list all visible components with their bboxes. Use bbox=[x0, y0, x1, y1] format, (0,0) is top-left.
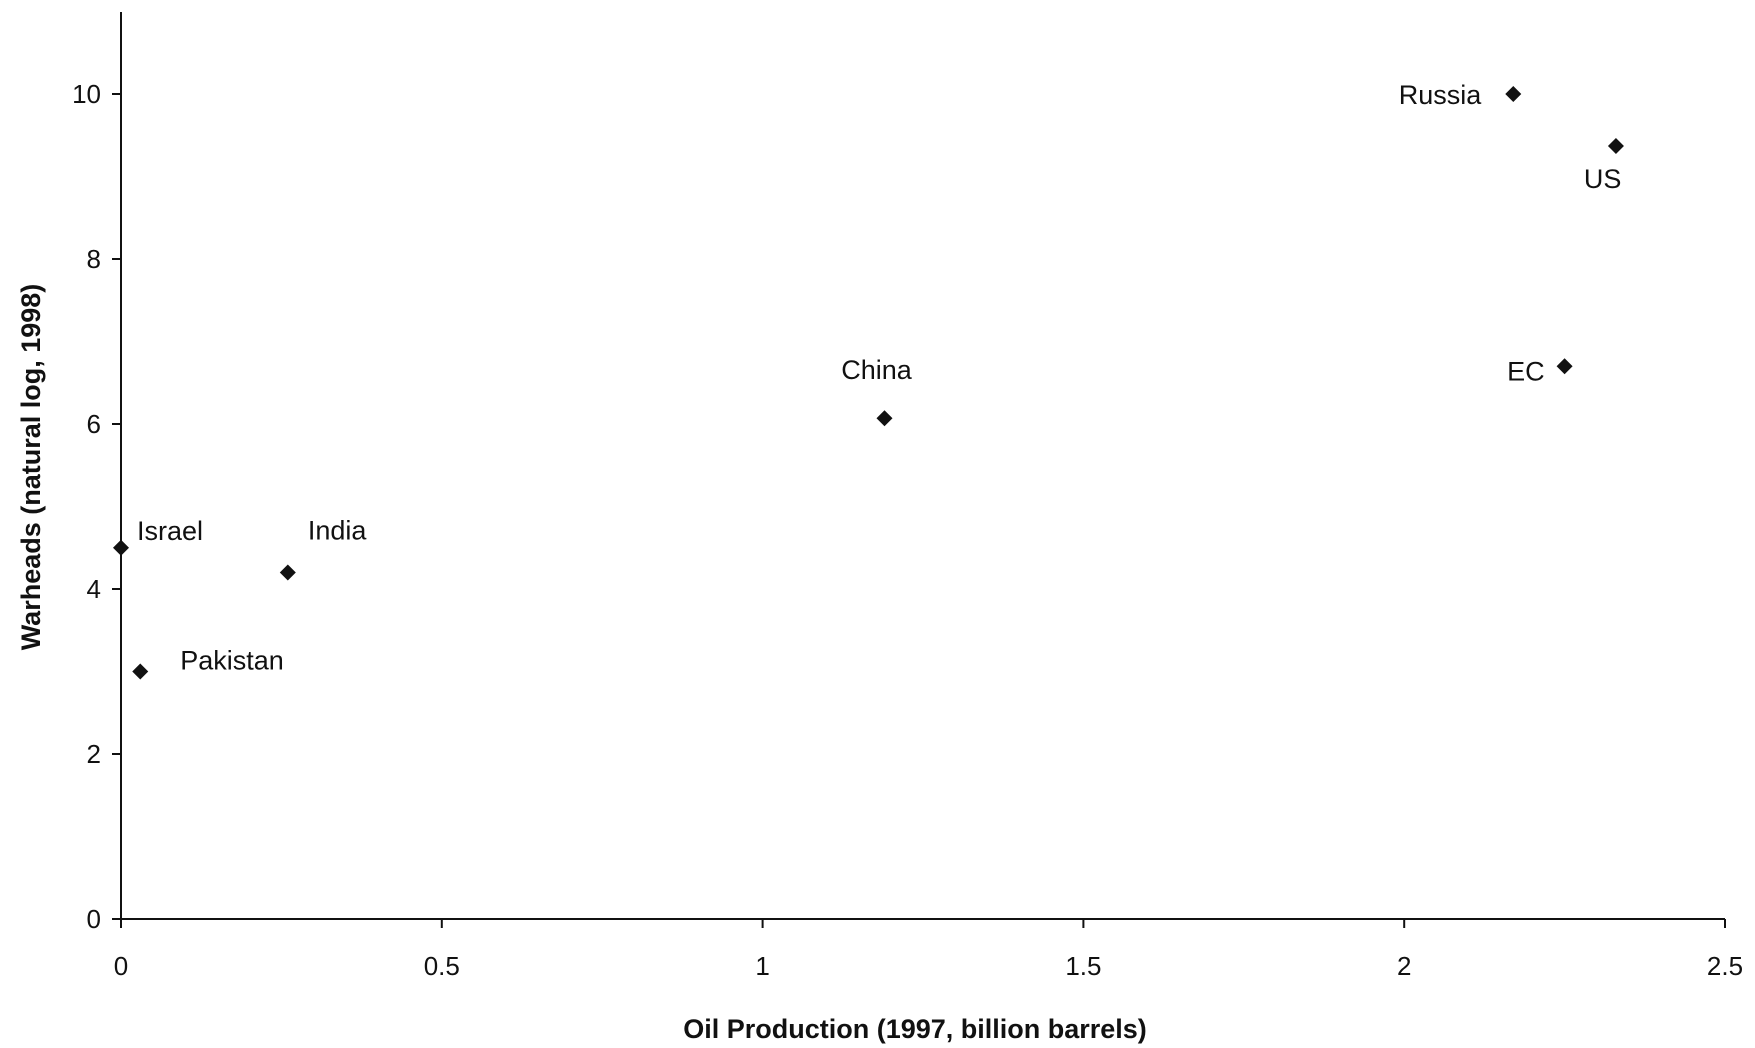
x-axis-title: Oil Production (1997, billion barrels) bbox=[683, 1014, 1147, 1044]
point-pakistan-marker bbox=[132, 663, 149, 680]
point-china-label: China bbox=[841, 355, 913, 385]
y-axis-title: Warheads (natural log, 1998) bbox=[16, 284, 46, 651]
point-us-label: US bbox=[1584, 164, 1622, 194]
point-pakistan-label: Pakistan bbox=[180, 646, 284, 676]
x-ticks: 0 0.5 1 1.5 2 2.5 bbox=[114, 919, 1743, 981]
axes bbox=[120, 12, 1725, 920]
point-india-label: India bbox=[308, 516, 368, 546]
x-tick-label: 0.5 bbox=[424, 951, 460, 981]
point-india-marker bbox=[279, 564, 296, 581]
point-us-marker bbox=[1607, 137, 1624, 154]
y-tick-label: 4 bbox=[87, 574, 101, 604]
point-israel-marker bbox=[113, 539, 129, 556]
data-points: Russia US China EC Israel India Pakistan bbox=[113, 80, 1624, 680]
x-tick-label: 2.5 bbox=[1707, 951, 1743, 981]
point-china-marker bbox=[876, 410, 893, 427]
x-tick-label: 0 bbox=[114, 951, 128, 981]
x-tick-label: 1 bbox=[755, 951, 769, 981]
point-ec-label: EC bbox=[1507, 356, 1545, 386]
point-russia-label: Russia bbox=[1399, 80, 1483, 110]
y-tick-label: 10 bbox=[72, 79, 101, 109]
point-ec-marker bbox=[1556, 358, 1573, 375]
y-tick-label: 2 bbox=[87, 739, 101, 769]
x-tick-label: 1.5 bbox=[1065, 951, 1101, 981]
point-russia-marker bbox=[1505, 86, 1522, 102]
y-tick-label: 8 bbox=[87, 244, 101, 274]
y-tick-label: 6 bbox=[87, 409, 101, 439]
y-tick-label: 0 bbox=[87, 904, 101, 934]
y-ticks: 0 2 4 6 8 10 bbox=[72, 79, 121, 934]
x-tick-label: 2 bbox=[1397, 951, 1411, 981]
point-israel-label: Israel bbox=[137, 516, 203, 546]
